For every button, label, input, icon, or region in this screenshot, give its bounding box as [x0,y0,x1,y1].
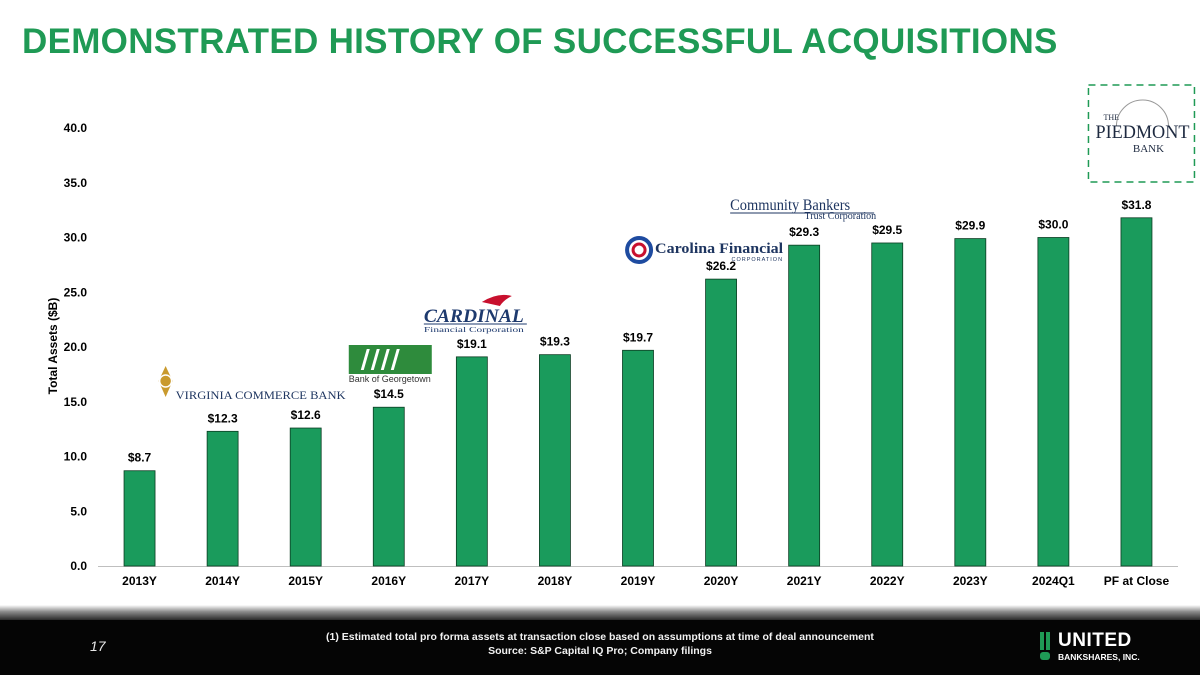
bar-2016y [372,406,405,567]
data-label: $19.3 [540,335,570,349]
bar-2022y [871,242,904,567]
y-tick-label: 35.0 [64,176,88,190]
logo-text: BANK [1133,143,1164,155]
data-label: $8.7 [128,451,152,465]
source-note: Source: S&P Capital IQ Pro; Company fili… [488,645,712,657]
stripe-icon [370,349,380,370]
x-tick-label: 2015Y [288,574,323,588]
y-tick-label: 20.0 [64,340,88,354]
x-tick-label: PF at Close [1104,574,1170,588]
x-tick-label: 2013Y [122,574,157,588]
x-tick-label: 2017Y [454,574,489,588]
bar-2015y [289,427,322,567]
data-label: $19.1 [457,337,487,351]
logo-text: Trust Corporation [805,211,877,222]
x-tick-label: 2023Y [953,574,988,588]
logo-text: CARDINAL [424,306,524,327]
virginia-commerce-bank-logo: VIRGINIA COMMERCE BANK [158,366,346,402]
data-label: $31.8 [1121,198,1151,212]
x-tick-label: 2014Y [205,574,240,588]
data-label: $26.2 [706,259,736,273]
brand-subtitle: BANKSHARES, INC. [1058,652,1140,662]
data-label: $29.3 [789,225,819,239]
x-tick-label: 2019Y [621,574,656,588]
bar-2013y [123,470,156,567]
x-tick-label: 2018Y [538,574,573,588]
piedmont-arch-icon [1115,99,1169,127]
x-tick-label: 2016Y [371,574,406,588]
y-axis-label: Total Assets ($B) [46,298,60,395]
united-logo-icon [1040,632,1050,660]
footnote: (1) Estimated total pro forma assets at … [326,631,874,643]
carolina-ring-icon [625,236,654,264]
bar-2014y [206,430,239,567]
y-axis: 0.0 5.0 10.0 15.0 20.0 25.0 30.0 35.0 40.0 [64,121,1178,573]
bar-2019y [622,349,654,567]
y-tick-label: 30.0 [64,231,88,245]
brand-name: UNITED [1058,630,1132,651]
page-number: 17 [90,638,106,654]
bar-pf-at-close [1120,217,1153,567]
logo-text: Carolina Financial [655,241,783,257]
data-label: $12.3 [208,411,238,425]
page-title: DEMONSTRATED HISTORY OF SUCCESSFUL ACQUI… [22,22,1058,61]
emblem-ring-icon [158,374,173,388]
x-tick-label: 2022Y [870,574,905,588]
footer: 17 (1) Estimated total pro forma assets … [0,620,1200,675]
bars: $8.7 2013Y $12.3 2014Y $12.6 2015Y $14.5 2016Y $… [122,198,1169,588]
x-tick-label: 2024Q1 [1032,574,1075,588]
logo-text: Financial Corporation [424,325,524,334]
y-tick-label: 25.0 [64,285,88,299]
y-tick-label: 10.0 [64,450,88,464]
bar-2020y [705,278,737,567]
stripe-icon [360,349,370,370]
logo-text: CORPORATION [732,257,784,263]
stripe-icon [390,349,400,370]
logo-text: Community Bankers [730,197,850,214]
data-label: $30.0 [1038,218,1068,232]
cardinal-bird-icon [481,294,512,306]
bar-2017y [455,356,488,567]
stripe-icon [380,349,390,370]
y-tick-label: 0.0 [70,559,87,573]
logo-text: PIEDMONT [1095,122,1189,143]
bar-2018y [539,354,571,567]
bar-2023y [954,238,987,567]
footer-divider [0,605,1200,620]
pro-forma-highlight-box [1087,84,1196,183]
bank-of-georgetown-logo: Bank of Georgetown [349,345,432,384]
y-tick-label: 15.0 [64,395,88,409]
data-label: $14.5 [374,387,404,401]
data-label: $19.7 [623,330,653,344]
bar-2021y [788,244,821,567]
data-label: $29.9 [955,219,985,233]
x-tick-label: 2021Y [787,574,822,588]
logo-text: THE [1103,113,1119,122]
y-tick-label: 5.0 [70,504,87,518]
logo-text: Bank of Georgetown [349,374,431,384]
x-tick-label: 2020Y [704,574,739,588]
data-label: $29.5 [872,223,902,237]
carolina-ring-inner-icon [631,242,647,258]
bar-chart: 0.0 5.0 10.0 15.0 20.0 25.0 30.0 35.0 40.0 Total… [46,84,1196,588]
bar-2024q1 [1037,237,1070,567]
logo-text: VIRGINIA COMMERCE BANK [176,388,346,402]
emblem-icon [158,366,173,397]
y-tick-label: 40.0 [64,121,88,135]
data-label: $12.6 [291,408,321,422]
